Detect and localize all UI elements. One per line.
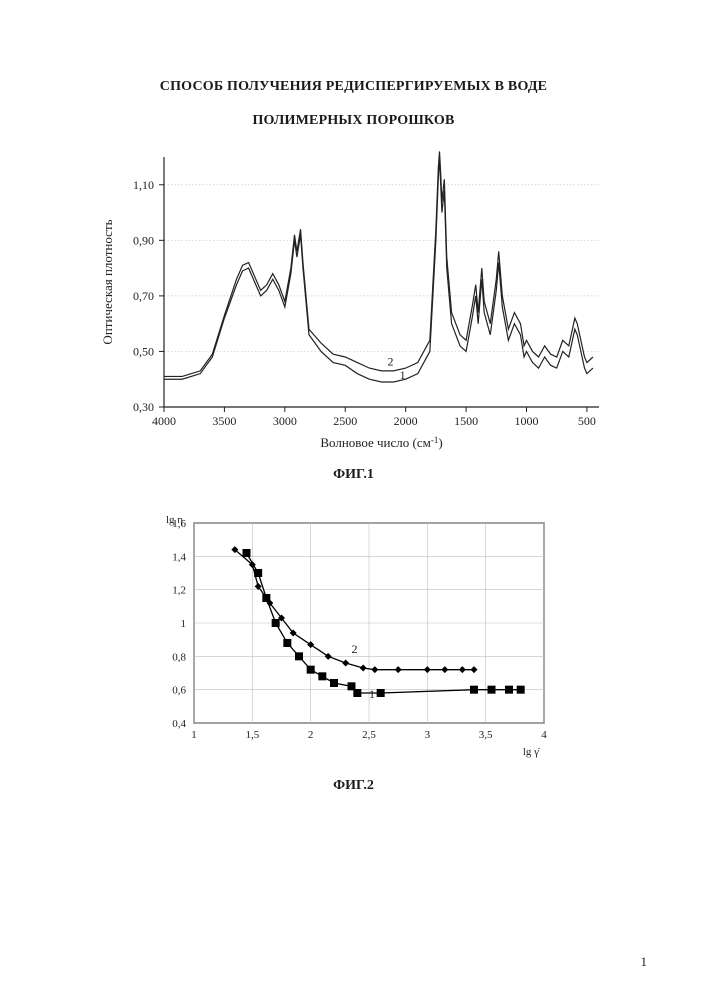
svg-text:0,70: 0,70: [133, 289, 154, 303]
svg-text:3: 3: [424, 729, 430, 741]
page: СПОСОБ ПОЛУЧЕНИЯ РЕДИСПЕРГИРУЕМЫХ В ВОДЕ…: [0, 0, 707, 1000]
svg-text:1: 1: [191, 729, 197, 741]
svg-text:0,4: 0,4: [172, 718, 186, 730]
svg-text:2: 2: [387, 355, 393, 369]
svg-text:2,5: 2,5: [362, 729, 376, 741]
svg-text:lg γ̇: lg γ̇: [522, 746, 539, 758]
svg-text:Оптическая плотность: Оптическая плотность: [100, 220, 115, 345]
svg-text:0,6: 0,6: [172, 685, 186, 697]
svg-text:1,2: 1,2: [172, 585, 186, 597]
fig2-chart: 11,522,533,540,40,60,811,21,41,6lg ηlg γ…: [139, 508, 569, 768]
svg-text:1: 1: [369, 687, 375, 701]
svg-text:2: 2: [351, 642, 357, 656]
svg-text:1,5: 1,5: [245, 729, 259, 741]
fig1-caption: ФИГ.1: [60, 467, 647, 483]
svg-text:3,5: 3,5: [478, 729, 492, 741]
doc-title: СПОСОБ ПОЛУЧЕНИЯ РЕДИСПЕРГИРУЕМЫХ В ВОДЕ…: [60, 70, 647, 137]
svg-text:500: 500: [577, 414, 595, 428]
page-number: 1: [641, 954, 648, 970]
svg-text:1000: 1000: [514, 414, 538, 428]
title-line-1: СПОСОБ ПОЛУЧЕНИЯ РЕДИСПЕРГИРУЕМЫХ В ВОДЕ: [60, 70, 647, 104]
svg-text:0,30: 0,30: [133, 400, 154, 414]
svg-text:1,10: 1,10: [133, 178, 154, 192]
svg-text:0,8: 0,8: [172, 652, 186, 664]
fig2-caption: ФИГ.2: [60, 778, 647, 794]
figure-2: 11,522,533,540,40,60,811,21,41,6lg ηlg γ…: [139, 508, 569, 768]
svg-text:2: 2: [307, 729, 313, 741]
svg-text:0,50: 0,50: [133, 345, 154, 359]
svg-text:3500: 3500: [212, 414, 236, 428]
svg-text:lg η: lg η: [166, 514, 183, 526]
svg-text:1500: 1500: [454, 414, 478, 428]
svg-text:1: 1: [180, 618, 186, 630]
svg-text:0,90: 0,90: [133, 234, 154, 248]
svg-text:4000: 4000: [152, 414, 176, 428]
svg-text:4: 4: [541, 729, 547, 741]
svg-text:2000: 2000: [393, 414, 417, 428]
svg-text:Волновое число (см-1): Волновое число (см-1): [320, 435, 442, 450]
svg-text:1: 1: [399, 368, 405, 382]
svg-text:3000: 3000: [272, 414, 296, 428]
title-line-2: ПОЛИМЕРНЫХ ПОРОШКОВ: [60, 104, 647, 138]
svg-text:1,4: 1,4: [172, 552, 186, 564]
figure-1: 4000 3500 3000 2500 2000 1500 1000 500 0,30 0,50 0…: [94, 147, 614, 457]
svg-text:2500: 2500: [333, 414, 357, 428]
fig1-chart: 4000 3500 3000 2500 2000 1500 1000 500 0,30 0,50 0…: [94, 147, 614, 457]
